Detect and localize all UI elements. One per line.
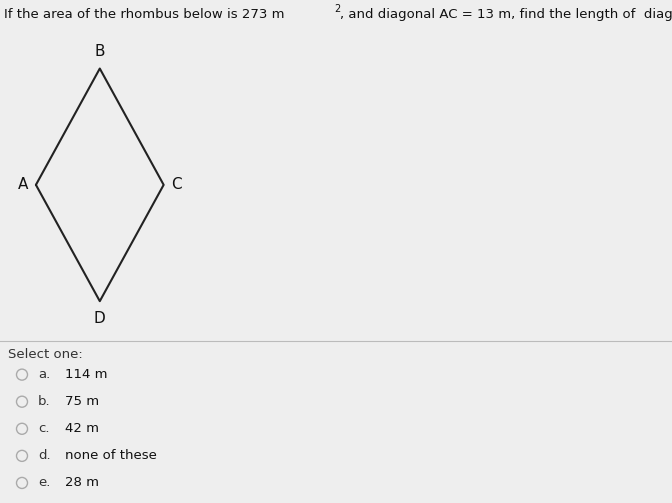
Text: 75 m: 75 m	[65, 395, 99, 408]
Text: 2: 2	[334, 4, 340, 14]
Text: D: D	[94, 311, 106, 326]
Text: 42 m: 42 m	[65, 423, 99, 435]
Circle shape	[17, 477, 28, 488]
Text: Select one:: Select one:	[8, 348, 83, 361]
Circle shape	[17, 396, 28, 407]
Text: 114 m: 114 m	[65, 368, 108, 381]
Text: , and diagonal AC = 13 m, find the length of  diagonal BD.: , and diagonal AC = 13 m, find the lengt…	[340, 8, 672, 21]
Text: none of these: none of these	[65, 449, 157, 462]
Text: B: B	[95, 44, 105, 59]
Text: a.: a.	[38, 368, 50, 381]
Text: b.: b.	[38, 395, 50, 408]
Text: C: C	[171, 178, 182, 192]
Text: e.: e.	[38, 476, 50, 489]
Circle shape	[17, 423, 28, 434]
Text: A: A	[17, 178, 28, 192]
Text: 28 m: 28 m	[65, 476, 99, 489]
Circle shape	[17, 450, 28, 461]
Text: d.: d.	[38, 449, 50, 462]
Text: If the area of the rhombus below is 273 m: If the area of the rhombus below is 273 …	[4, 8, 284, 21]
Circle shape	[17, 369, 28, 380]
Text: c.: c.	[38, 423, 50, 435]
